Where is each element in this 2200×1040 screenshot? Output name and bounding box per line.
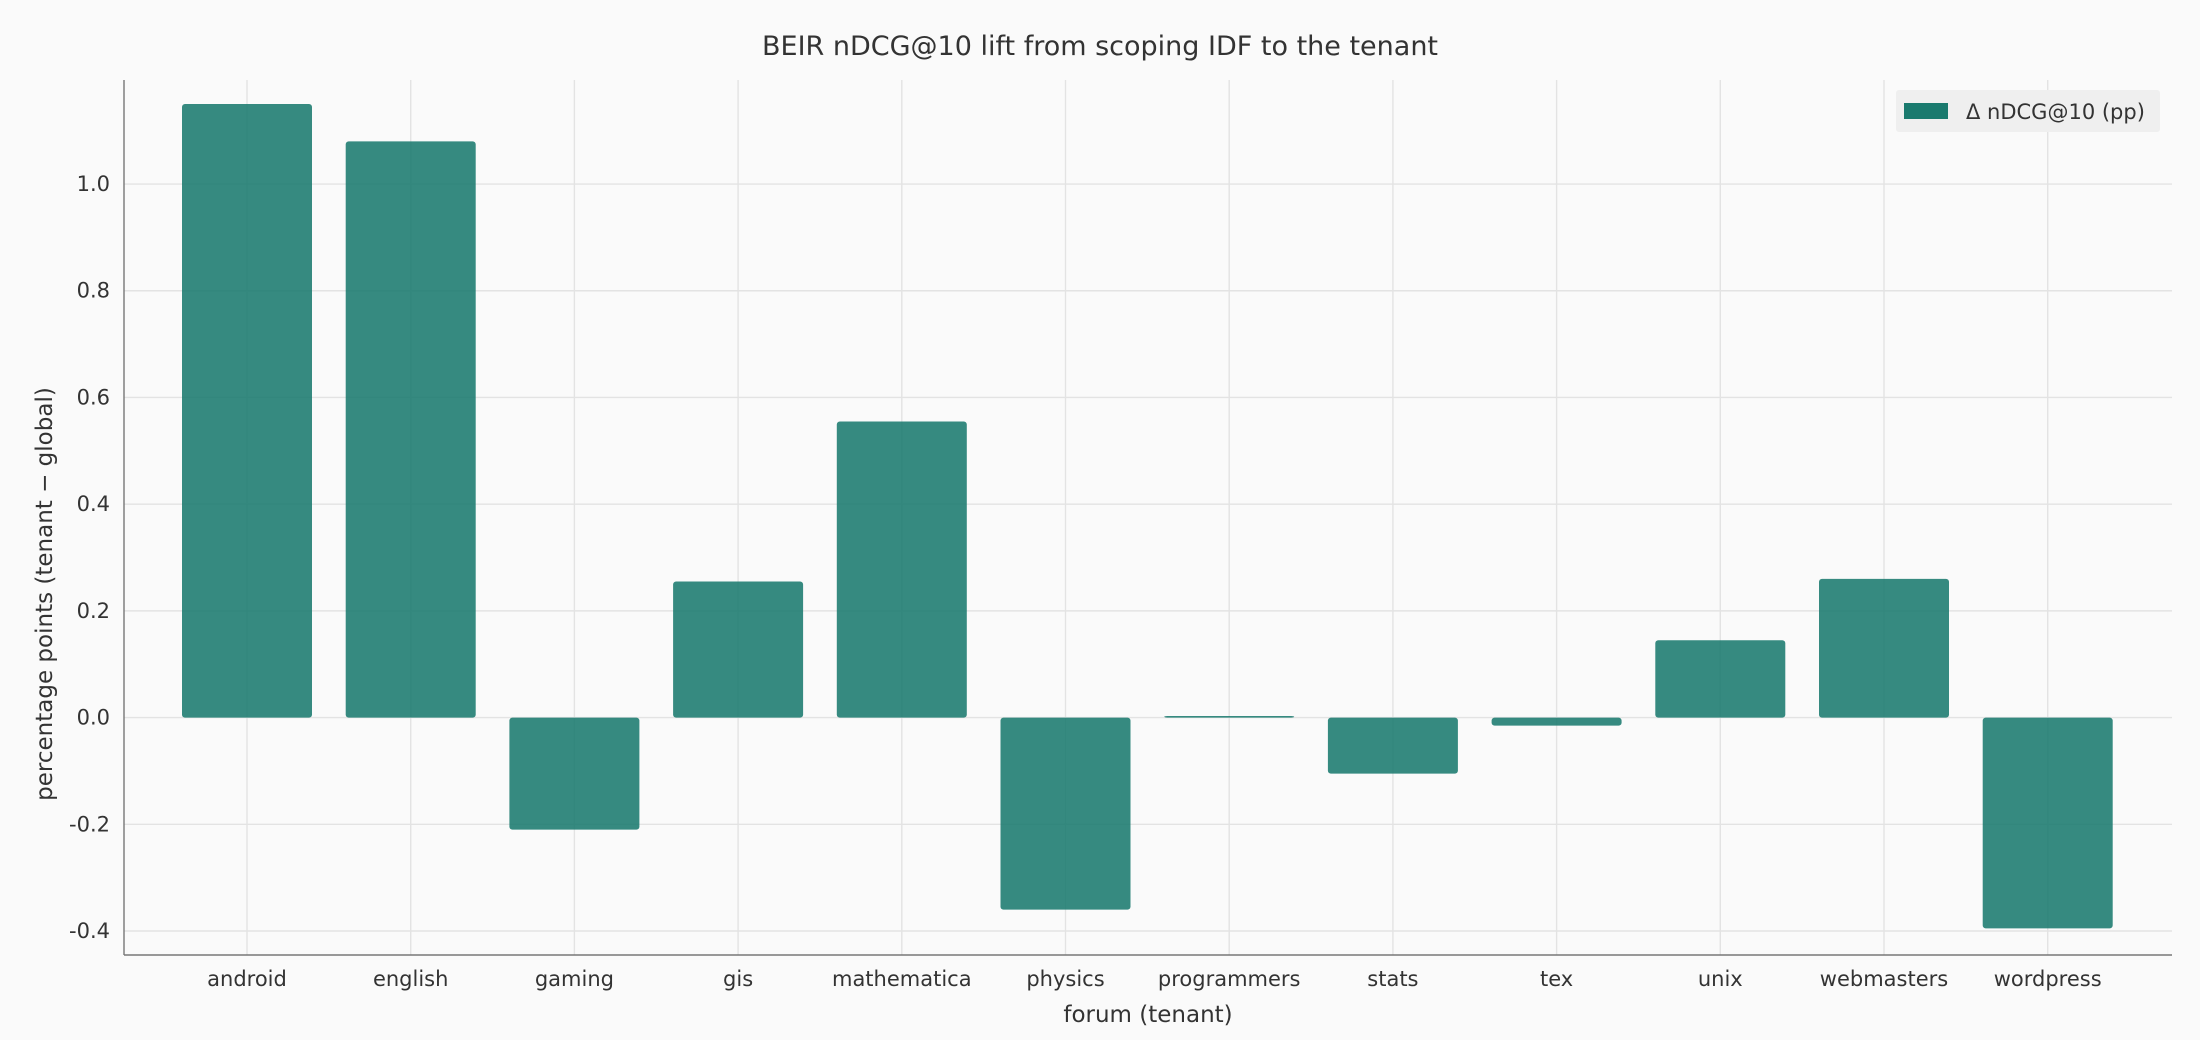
x-tick-label-webmasters: webmasters bbox=[1820, 967, 1948, 991]
bar-stats bbox=[1327, 717, 1458, 774]
bar-gis bbox=[673, 581, 804, 718]
legend-swatch bbox=[1904, 103, 1948, 119]
y-tick-label: 0.0 bbox=[77, 706, 110, 730]
x-tick-label-android: android bbox=[207, 967, 287, 991]
x-tick-labels: android english gaming gis mathematica physic… bbox=[207, 967, 2102, 991]
bar-android bbox=[182, 104, 312, 718]
x-tick-label-wordpress: wordpress bbox=[1994, 967, 2102, 991]
bar-webmasters bbox=[1819, 578, 1949, 718]
spine-layer bbox=[123, 80, 2172, 956]
legend-label: Δ nDCG@10 (pp) bbox=[1966, 100, 2145, 124]
bar-gaming bbox=[509, 717, 640, 830]
x-tick-label-gaming: gaming bbox=[535, 967, 614, 991]
y-tick-label: 0.6 bbox=[77, 385, 110, 409]
x-tick-label-stats: stats bbox=[1367, 967, 1418, 991]
bar-mathematica bbox=[836, 421, 967, 718]
bars-layer bbox=[182, 104, 2113, 929]
x-tick-label-gis: gis bbox=[723, 967, 753, 991]
x-tick-label-mathematica: mathematica bbox=[832, 967, 972, 991]
bar-tex bbox=[1491, 717, 1622, 726]
legend-box bbox=[1896, 90, 2160, 132]
x-tick-label-programmers: programmers bbox=[1158, 967, 1301, 991]
x-tick-label-unix: unix bbox=[1698, 967, 1743, 991]
y-tick-label: -0.2 bbox=[69, 812, 110, 836]
y-tick-label: -0.4 bbox=[69, 919, 110, 943]
x-tick-label-english: english bbox=[373, 967, 448, 991]
y-tick-label: 0.2 bbox=[77, 599, 110, 623]
x-tick-label-physics: physics bbox=[1026, 967, 1104, 991]
legend: Δ nDCG@10 (pp) bbox=[1896, 90, 2160, 132]
bar-english bbox=[345, 141, 476, 718]
y-tick-label: 0.4 bbox=[77, 492, 110, 516]
x-axis-label: forum (tenant) bbox=[1063, 1002, 1232, 1028]
bar-programmers bbox=[1164, 715, 1295, 718]
y-tick-label: 0.8 bbox=[77, 279, 110, 303]
chart-title: BEIR nDCG@10 lift from scoping IDF to th… bbox=[762, 31, 1438, 62]
y-tick-label: 1.0 bbox=[77, 172, 110, 196]
bar-physics bbox=[1000, 717, 1131, 910]
bar-unix bbox=[1655, 640, 1786, 718]
y-axis-label: percentage points (tenant − global) bbox=[32, 387, 58, 801]
bar-wordpress bbox=[1982, 717, 2113, 929]
x-tick-label-tex: tex bbox=[1540, 967, 1573, 991]
y-tick-labels: -0.4 -0.2 0.0 0.2 0.4 0.6 0.8 1.0 bbox=[69, 172, 110, 943]
